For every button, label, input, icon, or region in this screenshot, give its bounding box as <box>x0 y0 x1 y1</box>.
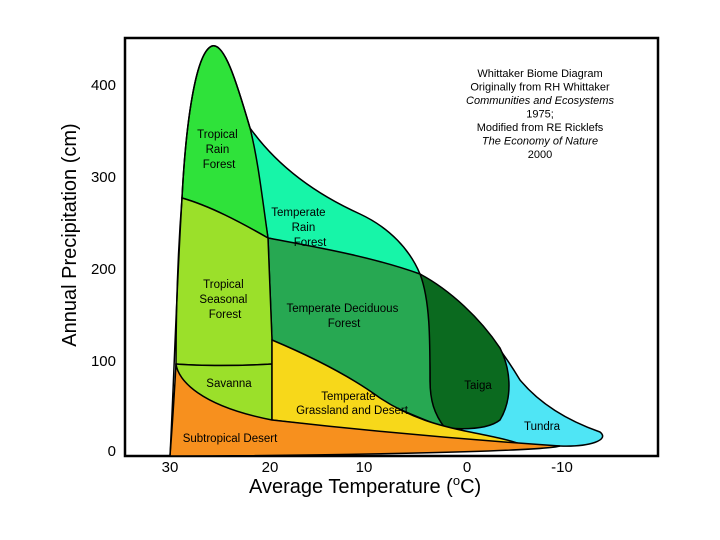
label-taiga: Taiga <box>464 380 492 392</box>
credit-line: Whittaker Biome Diagram <box>477 68 602 80</box>
credit-line: Originally from RH Whittaker <box>470 82 610 94</box>
label-temperate-rain-forest: Temperate Rain Forest <box>271 207 329 249</box>
x-tick-20: 20 <box>262 459 279 476</box>
y-axis: 400 300 200 100 0 Annual Precipitation (… <box>59 77 116 460</box>
y-tick-300: 300 <box>91 169 116 186</box>
x-tick-30: 30 <box>162 459 179 476</box>
label-tropical-rain-forest: Tropical Rain Forest <box>197 129 241 171</box>
x-axis-title: Average Temperature (oC) <box>249 473 481 498</box>
y-tick-200: 200 <box>91 261 116 278</box>
label-subtropical-desert: Subtropical Desert <box>183 433 278 445</box>
y-tick-0: 0 <box>108 443 116 460</box>
x-tick-10: 10 <box>356 459 373 476</box>
subtropical-desert-region <box>169 363 561 457</box>
credit-line: 2000 <box>528 149 552 161</box>
credit-line: Communities and Ecosystems <box>466 95 614 107</box>
y-tick-100: 100 <box>91 353 116 370</box>
outer-boundary <box>169 45 251 457</box>
x-tick-minus10: -10 <box>551 459 573 476</box>
label-temperate-deciduous-forest: Temperate Deciduous Forest <box>286 303 401 330</box>
label-savanna: Savanna <box>206 378 252 390</box>
biome-labels: Tropical Rain Forest Temperate Rain Fore… <box>183 129 561 445</box>
label-temperate-grassland-desert: Temperate Grassland and Desert <box>296 391 409 417</box>
x-tick-0: 0 <box>463 459 471 476</box>
y-axis-title: Annual Precipitation (cm) <box>59 123 81 346</box>
credit-line: Modified from RE Ricklefs <box>477 122 604 134</box>
y-tick-400: 400 <box>91 77 116 94</box>
credit-line: The Economy of Nature <box>482 136 598 148</box>
label-tundra: Tundra <box>524 421 561 433</box>
credit-block: Whittaker Biome Diagram Originally from R… <box>466 68 614 161</box>
x-axis: 30 20 10 0 -10 Average Temperature (oC) <box>162 459 573 498</box>
credit-line: 1975; <box>526 109 554 121</box>
label-tropical-seasonal-forest: Tropical Seasonal Forest <box>199 279 250 321</box>
